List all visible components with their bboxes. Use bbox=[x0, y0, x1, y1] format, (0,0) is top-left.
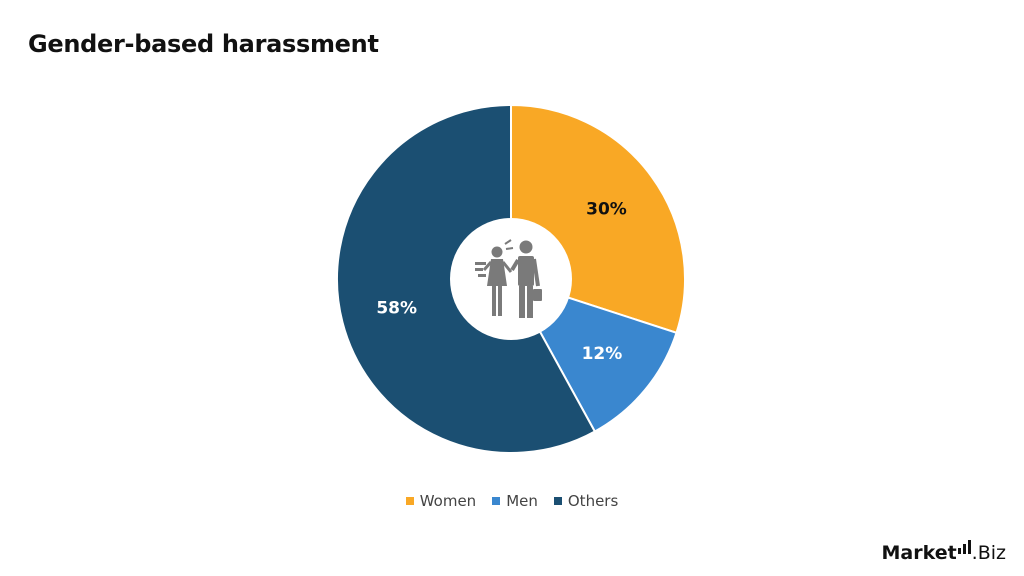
legend-swatch bbox=[553, 497, 562, 505]
legend-item-men: Men bbox=[492, 492, 538, 510]
slice-label-others: 58% bbox=[376, 298, 417, 318]
brand-bars-icon bbox=[957, 540, 971, 554]
legend-label: Men bbox=[506, 492, 538, 510]
legend-swatch bbox=[492, 497, 501, 505]
chart-legend: Women Men Others bbox=[0, 492, 1024, 510]
slice-labels: 30% 12% 58% bbox=[376, 200, 626, 365]
legend-item-others: Others bbox=[553, 492, 619, 510]
legend-label: Women bbox=[419, 492, 477, 510]
slice-label-women: 30% bbox=[586, 200, 627, 220]
chart-title: Gender-based harassment bbox=[28, 30, 379, 58]
harassment-people-icon bbox=[475, 239, 542, 318]
brand-logo: Market .Biz bbox=[881, 540, 1006, 564]
donut-center bbox=[450, 218, 572, 340]
legend-label: Others bbox=[567, 492, 619, 510]
legend-swatch bbox=[405, 497, 414, 505]
brand-logo-text-1: Market bbox=[881, 542, 957, 564]
legend-item-women: Women bbox=[405, 492, 477, 510]
slice-label-men: 12% bbox=[582, 344, 623, 364]
brand-logo-text-2: .Biz bbox=[971, 542, 1006, 564]
